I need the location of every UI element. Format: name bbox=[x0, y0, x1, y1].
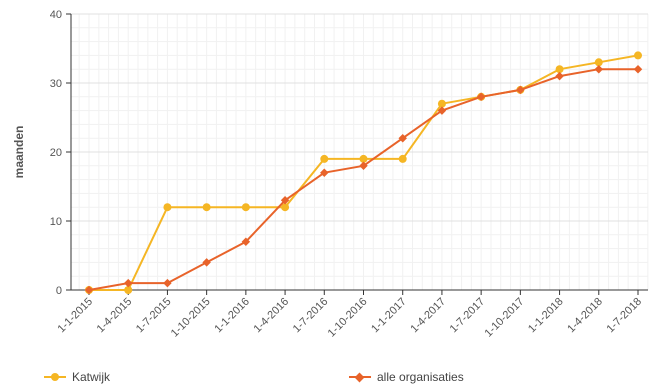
x-tick-label: 1-4-2017 bbox=[408, 296, 448, 336]
data-point-alle-organisaties bbox=[280, 196, 290, 205]
y-tick-label: 20 bbox=[50, 147, 62, 159]
x-tick-label: 1-4-2018 bbox=[565, 296, 605, 336]
data-point-katwijk bbox=[555, 65, 564, 74]
data-point-katwijk bbox=[320, 154, 329, 163]
x-tick-label: 1-4-2016 bbox=[252, 296, 292, 336]
x-tick-label: 1-1-2015 bbox=[55, 296, 95, 336]
data-point-alle-organisaties bbox=[398, 133, 407, 143]
x-tick-label: 1-10-2015 bbox=[169, 296, 213, 340]
katwijk-legend-icon bbox=[44, 372, 66, 382]
data-point-katwijk bbox=[281, 203, 290, 212]
x-tick-label: 1-10-2016 bbox=[326, 296, 370, 340]
data-point-alle-organisaties bbox=[516, 85, 525, 95]
y-tick-label: 10 bbox=[50, 216, 62, 228]
x-tick-label: 1-7-2015 bbox=[134, 296, 174, 336]
legend-label-alle-organisaties: alle organisaties bbox=[377, 370, 464, 384]
x-tick-label: 1-1-2018 bbox=[526, 296, 566, 336]
y-axis-label: maanden bbox=[12, 126, 26, 179]
data-point-alle-organisaties bbox=[84, 285, 94, 295]
data-point-katwijk bbox=[124, 286, 133, 294]
data-point-katwijk bbox=[241, 203, 250, 212]
legend-item-katwijk[interactable]: Katwijk bbox=[44, 370, 110, 384]
data-point-alle-organisaties bbox=[555, 71, 564, 81]
alle-organisaties-legend-icon bbox=[349, 372, 371, 382]
data-point-alle-organisaties bbox=[123, 278, 133, 288]
x-tick-label: 1-7-2016 bbox=[291, 296, 331, 336]
data-point-katwijk bbox=[634, 51, 642, 60]
data-point-alle-organisaties bbox=[202, 258, 211, 267]
data-point-katwijk bbox=[202, 203, 211, 212]
x-tick-label: 1-1-2017 bbox=[369, 296, 409, 336]
data-point-alle-organisaties bbox=[633, 64, 643, 74]
data-point-alle-organisaties bbox=[163, 278, 172, 288]
data-point-katwijk bbox=[437, 99, 446, 108]
data-point-alle-organisaties bbox=[241, 237, 251, 246]
y-tick-label: 40 bbox=[50, 9, 62, 21]
x-tick-label: 1-7-2017 bbox=[448, 296, 488, 336]
data-point-alle-organisaties bbox=[476, 92, 486, 102]
data-point-katwijk bbox=[594, 58, 603, 67]
legend-item-alle-organisaties[interactable]: alle organisaties bbox=[349, 370, 464, 384]
legend-label-katwijk: Katwijk bbox=[72, 370, 111, 384]
y-axis-ticks: 0 10 20 30 40 bbox=[50, 9, 71, 297]
data-point-alle-organisaties bbox=[320, 168, 329, 177]
x-tick-label: 1-10-2017 bbox=[483, 296, 527, 340]
grid bbox=[71, 13, 649, 291]
data-point-alle-organisaties bbox=[594, 64, 604, 74]
data-point-alle-organisaties bbox=[437, 106, 447, 115]
x-tick-label: 1-4-2015 bbox=[95, 296, 135, 336]
data-point-katwijk bbox=[163, 203, 172, 212]
data-point-alle-organisaties bbox=[359, 161, 368, 171]
x-tick-label: 1-7-2018 bbox=[604, 296, 644, 336]
y-tick-label: 0 bbox=[56, 285, 62, 297]
x-tick-label: 1-1-2016 bbox=[212, 296, 252, 336]
y-tick-label: 30 bbox=[50, 78, 62, 90]
data-point-katwijk bbox=[398, 154, 407, 163]
series-layer bbox=[84, 51, 643, 295]
data-point-katwijk bbox=[359, 154, 368, 163]
